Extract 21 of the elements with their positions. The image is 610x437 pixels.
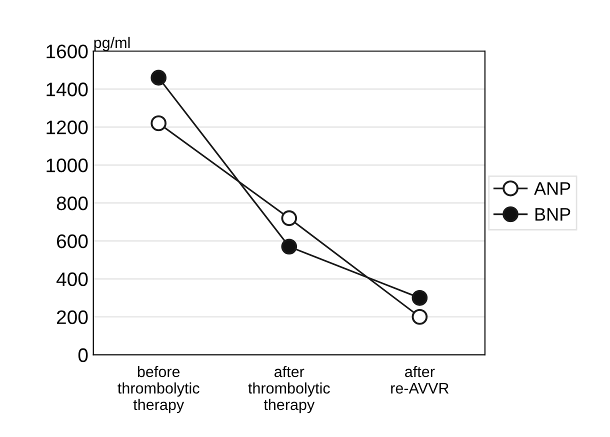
point bbox=[150, 115, 167, 132]
y-tick-label: 0 bbox=[78, 348, 88, 362]
point bbox=[150, 70, 167, 86]
y-axis-title: pg/ml bbox=[94, 36, 130, 52]
y-tick-label: 1000 bbox=[46, 158, 88, 172]
y-tick-label: 400 bbox=[56, 272, 88, 286]
y-tick-label: 1600 bbox=[46, 44, 88, 58]
x-tick-label: after thrombolytic therapy bbox=[248, 366, 330, 414]
x-tick-label: after re-AVVR bbox=[391, 366, 449, 394]
point bbox=[412, 290, 428, 306]
y-tick-label: 1400 bbox=[46, 82, 88, 96]
point bbox=[281, 238, 298, 255]
y-tick-label: 600 bbox=[57, 234, 88, 248]
y-tick-label: 800 bbox=[56, 196, 88, 210]
x-tick-label: before thrombolytic therapy bbox=[118, 366, 200, 414]
y-tick-label: 1200 bbox=[46, 120, 88, 134]
point bbox=[281, 210, 298, 226]
legend-label: BNP bbox=[535, 208, 570, 221]
point bbox=[412, 308, 428, 325]
y-tick-label: 200 bbox=[57, 310, 88, 324]
legend-label: ANP bbox=[534, 182, 570, 195]
